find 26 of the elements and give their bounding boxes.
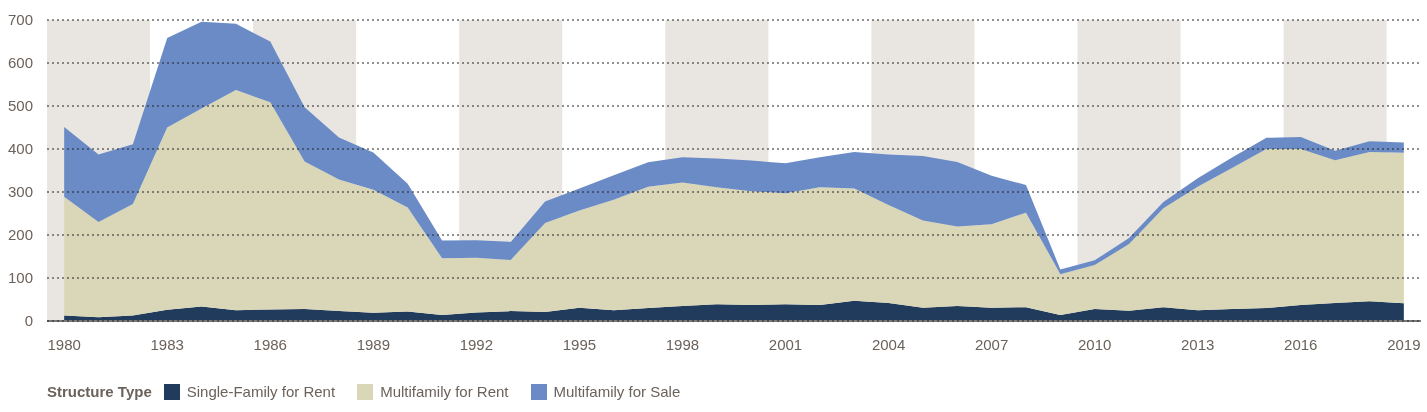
x-tick-label: 1992 (459, 335, 494, 353)
x-tick-label: 2001 (768, 335, 803, 353)
x-tick-label: 2004 (871, 335, 906, 353)
x-tick-label: 2016 (1284, 335, 1318, 353)
y-tick-label: 600 (7, 54, 33, 72)
x-tick-label: 2013 (1181, 335, 1215, 353)
x-tick-label: 1995 (562, 335, 597, 353)
legend-label: Multifamily for Rent (380, 383, 509, 400)
y-tick-label: 0 (24, 312, 33, 330)
legend-title: Structure Type (47, 383, 152, 400)
y-tick-label: 100 (7, 269, 33, 287)
y-tick-label: 700 (7, 11, 33, 29)
y-tick-label: 400 (7, 140, 33, 158)
x-tick-label: 1980 (47, 335, 81, 353)
x-tick-label: 1983 (150, 335, 184, 353)
y-tick-label: 200 (7, 226, 33, 244)
x-tick-label: 2010 (1077, 335, 1112, 353)
x-tick-label: 1998 (665, 335, 700, 353)
y-tick-label: 500 (7, 97, 33, 115)
x-tick-label: 1986 (253, 335, 287, 353)
legend-label: Multifamily for Sale (553, 383, 681, 400)
x-tick-label: 2007 (974, 335, 1009, 353)
x-tick-label: 2019 (1387, 335, 1421, 353)
x-tick-label: 1989 (356, 335, 391, 353)
y-tick-label: 300 (7, 183, 33, 201)
legend-label: Single-Family for Rent (186, 383, 336, 400)
